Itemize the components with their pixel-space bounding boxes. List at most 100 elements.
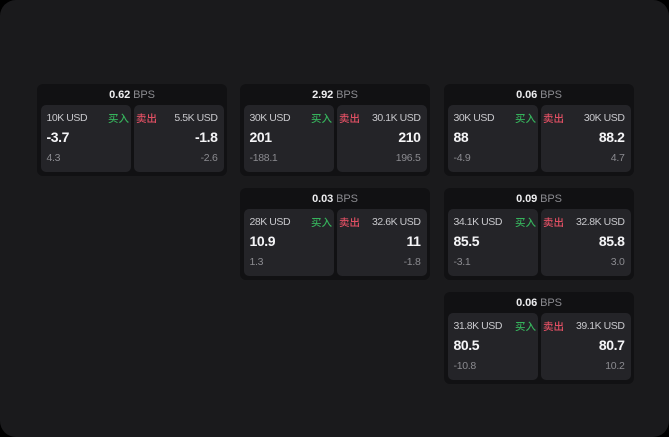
buy-action-glyph <box>310 217 332 227</box>
sell-change: 3.0 <box>610 255 625 268</box>
card-body: 30K USD 买入 201 -188.1 卖出 30.1K USD 210 1… <box>240 104 430 172</box>
buy-action-button[interactable]: 买入 <box>310 217 332 228</box>
buy-amount: 30K USD <box>453 112 495 124</box>
sell-change: 196.5 <box>395 151 421 164</box>
sell-panel-top-row: 卖出 39.1K USD <box>543 320 625 333</box>
sell-change: 10.2 <box>605 359 625 372</box>
quote-card: 0.03 BPS 28K USD 买入 10.9 1.3 卖出 32.6K US… <box>240 188 430 280</box>
sell-price: 80.7 <box>598 336 625 353</box>
quote-card: 0.06 BPS 30K USD 买入 88 -4.9 卖出 30K USD 8… <box>444 84 634 176</box>
card-body: 31.8K USD 买入 80.5 -10.8 卖出 39.1K USD 80.… <box>444 312 634 380</box>
sell-amount: 32.8K USD <box>576 216 625 228</box>
sell-amount: 30K USD <box>583 112 625 124</box>
sell-quote-panel[interactable]: 卖出 30K USD 88.2 4.7 <box>540 104 631 172</box>
buy-amount: 10K USD <box>46 112 88 124</box>
sell-price: 88.2 <box>598 128 625 145</box>
buy-action-glyph <box>107 113 129 123</box>
buy-price: 201 <box>249 128 273 145</box>
buy-amount: 30K USD <box>249 112 291 124</box>
card-header: 0.03 BPS <box>240 188 430 209</box>
card-header: 0.09 BPS <box>444 188 634 209</box>
card-header: 0.62 BPS <box>37 84 227 105</box>
buy-quote-panel[interactable]: 30K USD 买入 88 -4.9 <box>447 104 538 172</box>
sell-quote-panel[interactable]: 卖出 32.8K USD 85.8 3.0 <box>540 208 631 276</box>
buy-quote-panel[interactable]: 10K USD 买入 -3.7 4.3 <box>40 104 131 172</box>
sell-panel-top-row: 卖出 5.5K USD <box>136 112 218 125</box>
sell-amount: 30.1K USD <box>372 112 421 124</box>
buy-quote-panel[interactable]: 31.8K USD 买入 80.5 -10.8 <box>447 312 538 380</box>
buy-action-button[interactable]: 买入 <box>514 217 536 228</box>
buy-panel-top-row: 34.1K USD 买入 <box>453 216 536 229</box>
sell-action-button[interactable]: 卖出 <box>543 321 564 332</box>
quote-card: 0.09 BPS 34.1K USD 买入 85.5 -3.1 卖出 32.8K… <box>444 188 634 280</box>
card-header: 2.92 BPS <box>240 84 430 105</box>
sell-panel-top-row: 卖出 32.8K USD <box>543 216 625 229</box>
card-body: 28K USD 买入 10.9 1.3 卖出 32.6K USD 11 -1.8 <box>240 208 430 276</box>
buy-quote-panel[interactable]: 30K USD 买入 201 -188.1 <box>243 104 334 172</box>
sell-panel-top-row: 卖出 30K USD <box>543 112 625 125</box>
bps-value: 2.92 <box>312 88 334 101</box>
buy-panel-top-row: 31.8K USD 买入 <box>453 320 536 333</box>
buy-change: -4.9 <box>453 151 471 164</box>
buy-action-glyph <box>514 217 536 227</box>
sell-price: -1.8 <box>194 128 218 145</box>
sell-action-glyph <box>339 113 359 123</box>
sell-quote-panel[interactable]: 卖出 39.1K USD 80.7 10.2 <box>540 312 631 380</box>
bps-unit-label: BPS <box>540 88 562 101</box>
bps-value: 0.09 <box>516 192 538 205</box>
buy-action-button[interactable]: 买入 <box>310 113 332 124</box>
buy-quote-panel[interactable]: 28K USD 买入 10.9 1.3 <box>243 208 334 276</box>
buy-action-glyph <box>514 113 536 123</box>
sell-change: -2.6 <box>200 151 218 164</box>
buy-change: -10.8 <box>453 359 477 372</box>
buy-price: 80.5 <box>453 336 480 353</box>
sell-action-button[interactable]: 卖出 <box>339 217 360 228</box>
sell-action-glyph <box>543 321 563 331</box>
sell-action-button[interactable]: 卖出 <box>136 113 157 124</box>
bps-value: 0.06 <box>516 296 538 309</box>
bps-unit-label: BPS <box>336 88 358 101</box>
buy-price: -3.7 <box>46 128 70 145</box>
sell-action-glyph <box>339 217 359 227</box>
buy-action-button[interactable]: 买入 <box>514 321 536 332</box>
card-header: 0.06 BPS <box>444 84 634 105</box>
sell-price: 85.8 <box>598 232 625 249</box>
quote-card: 2.92 BPS 30K USD 买入 201 -188.1 卖出 30.1K … <box>240 84 430 176</box>
card-body: 30K USD 买入 88 -4.9 卖出 30K USD 88.2 4.7 <box>444 104 634 172</box>
buy-price: 88 <box>453 128 469 145</box>
sell-action-button[interactable]: 卖出 <box>543 113 564 124</box>
buy-amount: 28K USD <box>249 216 291 228</box>
sell-quote-panel[interactable]: 卖出 30.1K USD 210 196.5 <box>336 104 427 172</box>
buy-panel-top-row: 30K USD 买入 <box>249 112 332 125</box>
buy-quote-panel[interactable]: 34.1K USD 买入 85.5 -3.1 <box>447 208 538 276</box>
quote-card: 0.62 BPS 10K USD 买入 -3.7 4.3 卖出 5.5K USD… <box>37 84 227 176</box>
buy-action-button[interactable]: 买入 <box>514 113 536 124</box>
sell-amount: 32.6K USD <box>372 216 421 228</box>
buy-change: -188.1 <box>249 151 278 164</box>
sell-panel-top-row: 卖出 32.6K USD <box>339 216 421 229</box>
buy-panel-top-row: 28K USD 买入 <box>249 216 332 229</box>
bps-unit-label: BPS <box>540 192 562 205</box>
quote-card: 0.06 BPS 31.8K USD 买入 80.5 -10.8 卖出 39.1… <box>444 292 634 384</box>
bps-value: 0.03 <box>312 192 334 205</box>
sell-action-button[interactable]: 卖出 <box>543 217 564 228</box>
bps-value: 0.62 <box>109 88 131 101</box>
buy-amount: 34.1K USD <box>453 216 503 228</box>
buy-panel-top-row: 10K USD 买入 <box>46 112 129 125</box>
buy-action-glyph <box>310 113 332 123</box>
card-body: 34.1K USD 买入 85.5 -3.1 卖出 32.8K USD 85.8… <box>444 208 634 276</box>
sell-quote-panel[interactable]: 卖出 32.6K USD 11 -1.8 <box>336 208 427 276</box>
buy-amount: 31.8K USD <box>453 320 503 332</box>
sell-panel-top-row: 卖出 30.1K USD <box>339 112 421 125</box>
buy-change: -3.1 <box>453 255 471 268</box>
buy-panel-top-row: 30K USD 买入 <box>453 112 536 125</box>
card-header: 0.06 BPS <box>444 292 634 313</box>
sell-action-button[interactable]: 卖出 <box>339 113 360 124</box>
sell-change: 4.7 <box>610 151 625 164</box>
buy-action-button[interactable]: 买入 <box>107 113 129 124</box>
sell-quote-panel[interactable]: 卖出 5.5K USD -1.8 -2.6 <box>133 104 224 172</box>
bps-unit-label: BPS <box>540 296 562 309</box>
bps-value: 0.06 <box>516 88 538 101</box>
card-body: 10K USD 买入 -3.7 4.3 卖出 5.5K USD -1.8 -2.… <box>37 104 227 172</box>
